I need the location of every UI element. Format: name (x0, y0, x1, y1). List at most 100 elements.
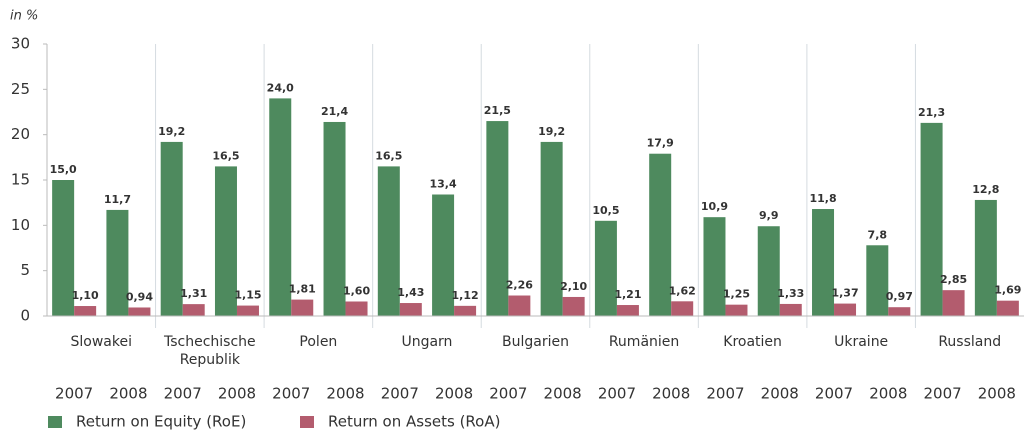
value-label: 10,9 (701, 200, 728, 213)
group-label: Russland (938, 334, 1002, 350)
x-tick-label: 2008 (435, 385, 473, 403)
value-label: 1,12 (452, 289, 479, 302)
bar (757, 226, 780, 316)
value-label: 1,62 (669, 284, 696, 297)
value-label: 1,37 (831, 287, 858, 300)
y-tick-label: 15 (11, 171, 30, 189)
group-label: Rumänien (608, 334, 680, 350)
value-label: 0,97 (886, 290, 913, 303)
group-label: Tschechische Republik (164, 334, 256, 368)
x-tick-label: 2007 (164, 385, 202, 403)
bar (291, 299, 314, 316)
bar (106, 209, 129, 316)
bar (942, 290, 965, 316)
x-tick-label: 2007 (489, 385, 527, 403)
x-tick-label: 2007 (598, 385, 636, 403)
bar (74, 306, 97, 316)
bar (323, 121, 346, 317)
x-tick-label: 2007 (706, 385, 744, 403)
value-label: 16,5 (375, 149, 402, 162)
value-label: 1,81 (289, 283, 316, 296)
value-label: 10,5 (592, 204, 619, 217)
value-label: 1,43 (397, 286, 424, 299)
y-tick-label: 5 (20, 261, 30, 279)
value-label: 21,3 (918, 106, 945, 119)
bar (432, 194, 455, 316)
bar (996, 300, 1019, 316)
value-label: 2,26 (506, 279, 533, 292)
bar (399, 303, 422, 316)
value-label: 9,9 (759, 209, 779, 222)
value-label: 1,31 (180, 287, 207, 300)
bar (345, 301, 368, 316)
legend-swatch (48, 416, 62, 428)
group-label: Bulgarien (502, 334, 569, 350)
legend-swatch (300, 416, 314, 428)
bar (616, 305, 639, 316)
y-tick-label: 10 (11, 216, 30, 234)
x-tick-label: 2008 (109, 385, 147, 403)
bar (888, 307, 911, 316)
bar (52, 180, 75, 316)
bar (508, 295, 531, 316)
value-label: 2,10 (560, 280, 587, 293)
bar (160, 141, 183, 316)
value-label: 16,5 (212, 149, 239, 162)
x-tick-label: 2008 (218, 385, 256, 403)
bar (974, 199, 997, 316)
group-label: Slowakei (70, 334, 132, 350)
x-tick-label: 2008 (978, 385, 1016, 403)
value-label: 24,0 (267, 81, 294, 94)
value-label: 1,10 (72, 289, 99, 302)
value-label: 17,9 (647, 137, 674, 150)
value-label: 1,33 (777, 287, 804, 300)
bar (671, 301, 694, 316)
bar (269, 98, 292, 317)
bar (377, 166, 400, 316)
bar (703, 217, 726, 316)
value-label: 2,85 (940, 273, 967, 286)
x-tick-label: 2007 (55, 385, 93, 403)
bar (182, 304, 205, 316)
x-tick-label: 2007 (923, 385, 961, 403)
x-tick-label: 2008 (761, 385, 799, 403)
value-label: 21,5 (484, 104, 511, 117)
value-label: 1,15 (234, 289, 261, 302)
y-tick-label: 0 (20, 307, 30, 325)
bar (214, 166, 237, 316)
value-label: 11,7 (104, 193, 131, 206)
bar (486, 121, 509, 316)
bar (540, 141, 563, 316)
bar (454, 305, 477, 316)
x-tick-label: 2007 (272, 385, 310, 403)
group-label: Kroatien (723, 334, 782, 350)
x-tick-label: 2007 (815, 385, 853, 403)
x-tick-label: 2008 (544, 385, 582, 403)
value-label: 15,0 (50, 163, 77, 176)
value-label: 19,2 (158, 125, 185, 138)
bar (562, 296, 585, 316)
y-tick-label: 25 (11, 80, 30, 98)
group-label: Ungarn (401, 334, 453, 350)
x-tick-label: 2007 (381, 385, 419, 403)
x-tick-label: 2008 (652, 385, 690, 403)
group-label: Ukraine (834, 334, 889, 350)
value-label: 21,4 (321, 105, 348, 118)
y-axis-label: in % (10, 9, 38, 24)
bar (779, 303, 802, 316)
bar (725, 304, 748, 316)
value-label: 1,60 (343, 284, 370, 297)
bar (128, 307, 151, 316)
legend-label: Return on Equity (RoE) (76, 413, 246, 431)
value-label: 13,4 (430, 178, 457, 191)
x-tick-label: 2008 (326, 385, 364, 403)
bar (812, 209, 835, 316)
value-label: 1,21 (614, 288, 641, 301)
bar (920, 122, 943, 316)
value-label: 12,8 (972, 183, 999, 196)
bar (866, 245, 889, 316)
bar (834, 303, 857, 316)
bar (236, 305, 259, 316)
